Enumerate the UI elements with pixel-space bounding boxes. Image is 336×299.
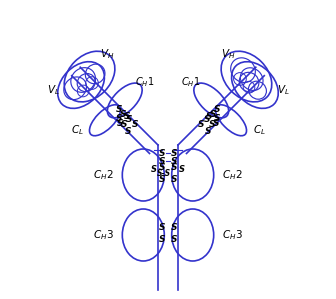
Text: $C_{H}3$: $C_{H}3$	[222, 228, 243, 242]
Text: $C_{H}2$: $C_{H}2$	[222, 168, 243, 182]
Text: S: S	[132, 120, 138, 129]
Text: S: S	[171, 222, 177, 231]
Text: S: S	[159, 222, 165, 231]
Text: S: S	[204, 115, 210, 124]
Text: S: S	[117, 119, 123, 129]
Text: S: S	[159, 175, 165, 184]
Text: S: S	[159, 162, 165, 172]
Text: S: S	[116, 105, 123, 114]
Text: S: S	[151, 166, 157, 175]
Text: S: S	[159, 234, 165, 243]
Text: S: S	[126, 115, 132, 124]
Text: S: S	[116, 114, 122, 123]
Text: S: S	[171, 234, 177, 243]
Text: S: S	[179, 166, 185, 175]
Text: S: S	[213, 105, 220, 114]
Text: $C_{H}3$: $C_{H}3$	[93, 228, 114, 242]
Text: S: S	[159, 156, 165, 166]
Text: $V_{H}$: $V_{H}$	[221, 48, 236, 62]
Text: $V_{L}$: $V_{L}$	[277, 83, 289, 97]
Text: S: S	[171, 156, 177, 166]
Text: $C_{L}$: $C_{L}$	[253, 123, 265, 137]
Text: $V_{H}$: $V_{H}$	[100, 48, 115, 62]
Text: S: S	[171, 162, 177, 172]
Text: S: S	[159, 149, 165, 158]
Text: $C_{H}1$: $C_{H}1$	[135, 76, 155, 89]
Text: S: S	[121, 120, 128, 129]
Text: S: S	[213, 119, 219, 129]
Text: $C_{H}2$: $C_{H}2$	[93, 168, 114, 182]
Text: S-S: S-S	[157, 169, 171, 178]
Text: S: S	[209, 110, 216, 119]
Text: $V_{L}$: $V_{L}$	[47, 83, 59, 97]
Text: S: S	[205, 127, 212, 136]
Text: S: S	[120, 110, 127, 119]
Text: $C_{H}1$: $C_{H}1$	[181, 76, 201, 89]
Text: S: S	[206, 112, 212, 121]
Text: S: S	[198, 120, 204, 129]
Text: S: S	[171, 175, 177, 184]
Text: S: S	[124, 112, 130, 121]
Text: S: S	[124, 127, 131, 136]
Text: $C_{L}$: $C_{L}$	[71, 123, 83, 137]
Text: S: S	[171, 149, 177, 158]
Text: S: S	[214, 114, 220, 123]
Text: S: S	[208, 120, 215, 129]
